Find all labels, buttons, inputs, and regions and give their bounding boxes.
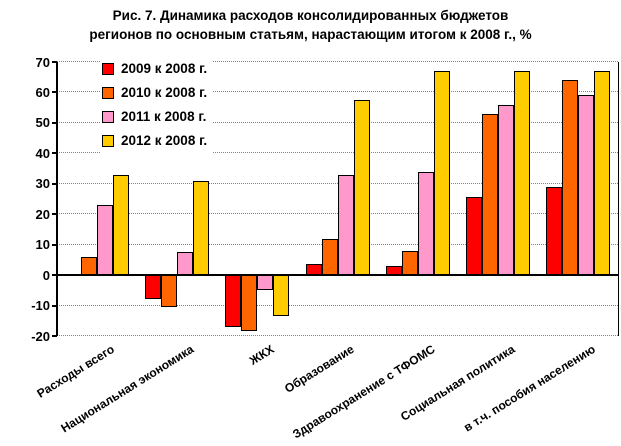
bar: [577, 95, 594, 276]
legend-label: 2012 к 2008 г.: [121, 133, 208, 148]
bar: [161, 275, 178, 308]
y-axis-tick: [52, 213, 57, 216]
y-axis-tick: [52, 91, 57, 94]
y-axis-tick-label: 10: [35, 237, 50, 253]
legend-item: 2012 к 2008 г.: [102, 133, 207, 148]
y-axis-tick-label: -10: [31, 298, 50, 314]
legend-label: 2010 к 2008 г.: [121, 85, 208, 100]
bar: [561, 80, 578, 276]
x-axis-category-label: в т.ч. пособия населению: [460, 342, 598, 435]
bar: [497, 104, 514, 276]
y-axis-tick: [52, 121, 57, 124]
bar: [433, 71, 450, 276]
y-axis-tick-label: 40: [35, 145, 50, 161]
bar: [545, 186, 562, 276]
bar: [513, 71, 530, 276]
y-axis-tick-label: 20: [35, 206, 50, 222]
y-axis-tick: [52, 304, 57, 307]
legend-swatch: [102, 62, 114, 75]
bar: [257, 275, 274, 291]
bar: [353, 100, 370, 276]
bar: [193, 180, 210, 276]
y-axis-tick: [52, 274, 57, 277]
bar: [465, 197, 482, 276]
x-axis-category-label: ЖКХ: [247, 342, 277, 368]
y-axis-line: [56, 62, 58, 336]
bar: [241, 275, 258, 332]
legend-swatch: [102, 86, 114, 99]
bar: [225, 275, 242, 327]
legend-item: 2010 к 2008 г.: [102, 85, 207, 100]
chart-title: Рис. 7. Динамика расходов консолидирован…: [0, 6, 621, 44]
legend-swatch: [102, 110, 114, 123]
y-axis-tick: [52, 61, 57, 63]
y-axis-tick-label: 60: [35, 84, 50, 100]
bar: [385, 265, 402, 276]
y-axis-tick: [52, 335, 57, 337]
gridline: [57, 61, 618, 62]
bar: [113, 174, 130, 276]
bar: [305, 264, 322, 276]
legend-item: 2009 к 2008 г.: [102, 61, 207, 76]
gridline: [57, 121, 618, 123]
y-axis-tick-label: 30: [35, 176, 50, 192]
bar: [337, 174, 354, 276]
x-axis-category-label: Здравоохранение с ТФОМС: [289, 342, 438, 442]
y-axis-tick: [52, 152, 57, 155]
bar: [481, 113, 498, 276]
y-axis-tick-label: 0: [42, 267, 50, 283]
chart-title-line2: регионов по основным статьям, нарастающи…: [89, 27, 532, 42]
bar: [273, 275, 290, 317]
gridline: [57, 152, 618, 154]
gridline: [57, 91, 618, 93]
bar: [177, 252, 194, 276]
x-axis-category-label: Национальная экономика: [58, 342, 197, 436]
y-axis-tick: [52, 243, 57, 246]
chart-title-line1: Рис. 7. Динамика расходов консолидирован…: [112, 8, 509, 23]
y-axis-tick-label: 70: [35, 54, 50, 70]
x-axis-zero-line: [57, 274, 618, 277]
bar: [81, 256, 98, 276]
x-axis-category-label: Образование: [282, 342, 357, 396]
gridline: [57, 304, 618, 306]
legend-swatch: [102, 134, 114, 147]
bar: [97, 205, 114, 276]
legend-label: 2011 к 2008 г.: [121, 109, 207, 124]
bar: [401, 250, 418, 276]
legend-item: 2011 к 2008 г.: [102, 109, 207, 124]
y-axis-tick: [52, 182, 57, 185]
plot-right-border: [618, 62, 619, 336]
bar: [145, 275, 162, 300]
bar: [321, 238, 338, 276]
y-axis-tick-label: 50: [35, 115, 50, 131]
y-axis-tick-label: -20: [31, 328, 50, 344]
x-axis-category-label: Расходы всего: [34, 342, 117, 401]
bar: [593, 71, 610, 276]
bar: [417, 171, 434, 276]
gridline: [57, 335, 618, 336]
legend-label: 2009 к 2008 г.: [121, 61, 208, 76]
legend: 2009 к 2008 г. 2010 к 2008 г. 2011 к 2008 …: [100, 61, 214, 157]
